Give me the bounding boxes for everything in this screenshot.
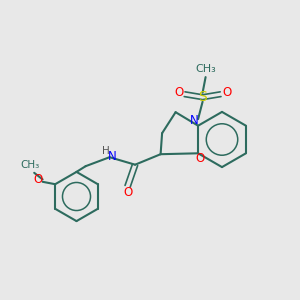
Text: CH₃: CH₃ [20, 160, 39, 170]
Text: N: N [108, 150, 116, 163]
Text: O: O [222, 86, 231, 99]
Text: O: O [195, 152, 204, 165]
Text: S: S [198, 90, 207, 104]
Text: O: O [174, 86, 183, 99]
Text: H: H [102, 146, 110, 156]
Text: O: O [123, 186, 132, 200]
Text: CH₃: CH₃ [195, 64, 216, 74]
Text: O: O [34, 173, 43, 186]
Text: N: N [190, 114, 199, 127]
